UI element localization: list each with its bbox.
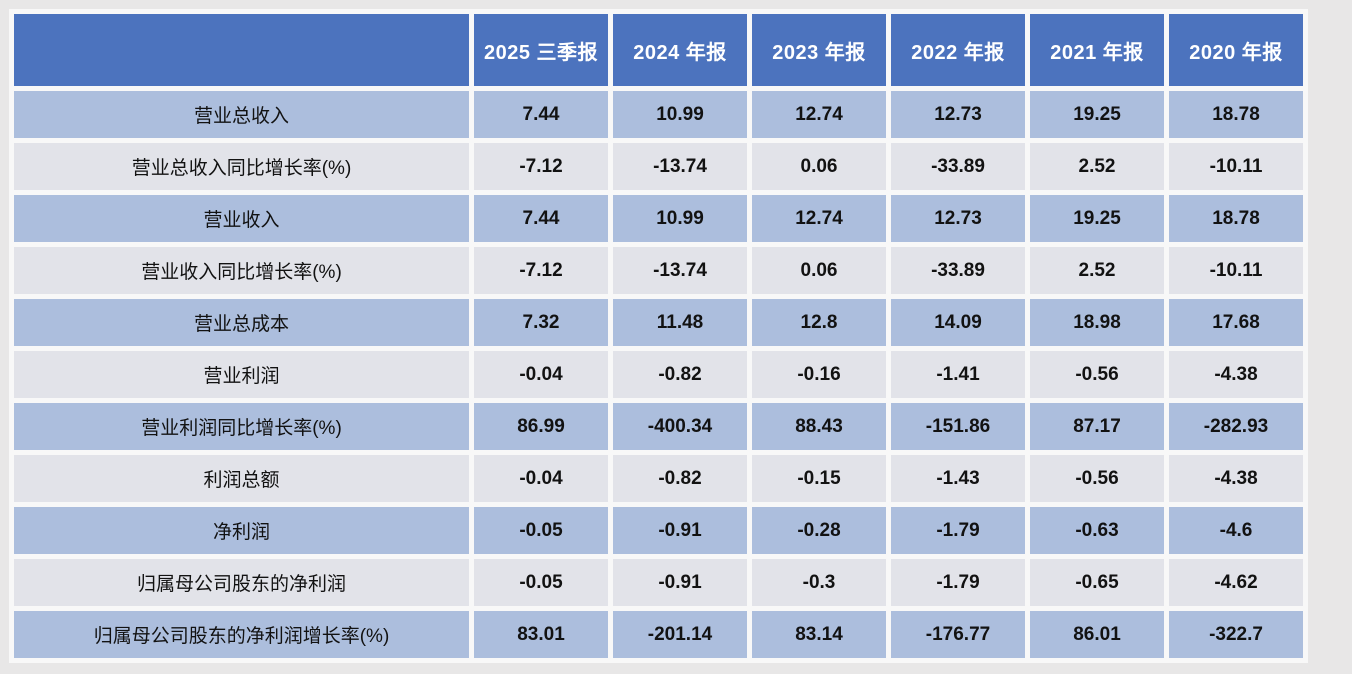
table-row: 营业总收入 7.44 10.99 12.74 12.73 19.25 18.78 (14, 91, 1303, 138)
table-row: 归属母公司股东的净利润 -0.05 -0.91 -0.3 -1.79 -0.65 -4.62 (14, 559, 1303, 606)
financial-metrics-table: 2025 三季报 2024 年报 2023 年报 2022 年报 2021 年报 2020… (9, 9, 1308, 663)
period-column-header: 2020 年报 (1169, 14, 1303, 86)
data-cell: -0.65 (1030, 559, 1164, 606)
row-label: 归属母公司股东的净利润 (14, 559, 469, 606)
data-cell: -1.43 (891, 455, 1025, 502)
data-cell: 17.68 (1169, 299, 1303, 346)
data-cell: 19.25 (1030, 91, 1164, 138)
data-cell: 19.25 (1030, 195, 1164, 242)
data-cell: 0.06 (752, 143, 886, 190)
data-cell: 7.44 (474, 91, 608, 138)
data-cell: -201.14 (613, 611, 747, 658)
data-cell: -1.79 (891, 507, 1025, 554)
data-cell: -4.62 (1169, 559, 1303, 606)
data-cell: 83.01 (474, 611, 608, 658)
table-row: 营业收入同比增长率(%) -7.12 -13.74 0.06 -33.89 2.52 -10… (14, 247, 1303, 294)
data-cell: -0.3 (752, 559, 886, 606)
data-cell: -0.15 (752, 455, 886, 502)
data-cell: -0.91 (613, 507, 747, 554)
table-row: 营业总成本 7.32 11.48 12.8 14.09 18.98 17.68 (14, 299, 1303, 346)
period-column-header: 2025 三季报 (474, 14, 608, 86)
data-cell: 2.52 (1030, 143, 1164, 190)
data-cell: 83.14 (752, 611, 886, 658)
data-cell: 86.01 (1030, 611, 1164, 658)
data-cell: 7.44 (474, 195, 608, 242)
data-cell: 86.99 (474, 403, 608, 450)
data-cell: -0.16 (752, 351, 886, 398)
data-cell: -1.41 (891, 351, 1025, 398)
data-cell: 2.52 (1030, 247, 1164, 294)
data-cell: -0.63 (1030, 507, 1164, 554)
data-cell: 88.43 (752, 403, 886, 450)
data-cell: 14.09 (891, 299, 1025, 346)
table-row: 利润总额 -0.04 -0.82 -0.15 -1.43 -0.56 -4.38 (14, 455, 1303, 502)
table-row: 营业收入 7.44 10.99 12.74 12.73 19.25 18.78 (14, 195, 1303, 242)
row-label: 利润总额 (14, 455, 469, 502)
data-cell: -0.91 (613, 559, 747, 606)
table-row: 营业总收入同比增长率(%) -7.12 -13.74 0.06 -33.89 2.52 -1… (14, 143, 1303, 190)
data-cell: 12.74 (752, 195, 886, 242)
data-cell: 10.99 (613, 91, 747, 138)
row-label: 营业总收入 (14, 91, 469, 138)
data-cell: -4.38 (1169, 455, 1303, 502)
data-cell: -0.56 (1030, 455, 1164, 502)
period-column-header: 2024 年报 (613, 14, 747, 86)
header-row: 2025 三季报 2024 年报 2023 年报 2022 年报 2021 年报 2020… (14, 14, 1303, 86)
data-cell: -0.56 (1030, 351, 1164, 398)
data-cell: -0.05 (474, 559, 608, 606)
data-cell: -7.12 (474, 247, 608, 294)
row-label: 净利润 (14, 507, 469, 554)
period-column-header: 2021 年报 (1030, 14, 1164, 86)
data-cell: -400.34 (613, 403, 747, 450)
row-label: 营业总收入同比增长率(%) (14, 143, 469, 190)
metric-column-header (14, 14, 469, 86)
data-cell: -1.79 (891, 559, 1025, 606)
data-cell: -0.82 (613, 455, 747, 502)
data-cell: -10.11 (1169, 247, 1303, 294)
row-label: 营业利润同比增长率(%) (14, 403, 469, 450)
data-cell: 12.73 (891, 195, 1025, 242)
data-cell: 18.78 (1169, 195, 1303, 242)
data-cell: -176.77 (891, 611, 1025, 658)
data-cell: 12.74 (752, 91, 886, 138)
data-cell: 87.17 (1030, 403, 1164, 450)
data-cell: -33.89 (891, 143, 1025, 190)
data-cell: 12.8 (752, 299, 886, 346)
data-cell: -33.89 (891, 247, 1025, 294)
financial-table-container: 2025 三季报 2024 年报 2023 年报 2022 年报 2021 年报 2020… (9, 9, 1308, 663)
data-cell: -10.11 (1169, 143, 1303, 190)
table-row: 净利润 -0.05 -0.91 -0.28 -1.79 -0.63 -4.6 (14, 507, 1303, 554)
row-label: 营业利润 (14, 351, 469, 398)
data-cell: 7.32 (474, 299, 608, 346)
data-cell: -282.93 (1169, 403, 1303, 450)
data-cell: 11.48 (613, 299, 747, 346)
data-cell: -7.12 (474, 143, 608, 190)
row-label: 营业收入 (14, 195, 469, 242)
data-cell: -0.28 (752, 507, 886, 554)
data-cell: -0.04 (474, 455, 608, 502)
data-cell: -0.04 (474, 351, 608, 398)
table-row: 营业利润同比增长率(%) 86.99 -400.34 88.43 -151.86 87.1… (14, 403, 1303, 450)
data-cell: 12.73 (891, 91, 1025, 138)
data-cell: -4.6 (1169, 507, 1303, 554)
data-cell: -13.74 (613, 247, 747, 294)
data-cell: -13.74 (613, 143, 747, 190)
row-label: 归属母公司股东的净利润增长率(%) (14, 611, 469, 658)
table-row: 营业利润 -0.04 -0.82 -0.16 -1.41 -0.56 -4.38 (14, 351, 1303, 398)
data-cell: 10.99 (613, 195, 747, 242)
row-label: 营业总成本 (14, 299, 469, 346)
data-cell: 18.78 (1169, 91, 1303, 138)
table-row: 归属母公司股东的净利润增长率(%) 83.01 -201.14 83.14 -176.7… (14, 611, 1303, 658)
data-cell: -151.86 (891, 403, 1025, 450)
period-column-header: 2022 年报 (891, 14, 1025, 86)
data-cell: 0.06 (752, 247, 886, 294)
data-cell: -322.7 (1169, 611, 1303, 658)
data-cell: -4.38 (1169, 351, 1303, 398)
data-cell: 18.98 (1030, 299, 1164, 346)
row-label: 营业收入同比增长率(%) (14, 247, 469, 294)
data-cell: -0.82 (613, 351, 747, 398)
data-cell: -0.05 (474, 507, 608, 554)
period-column-header: 2023 年报 (752, 14, 886, 86)
